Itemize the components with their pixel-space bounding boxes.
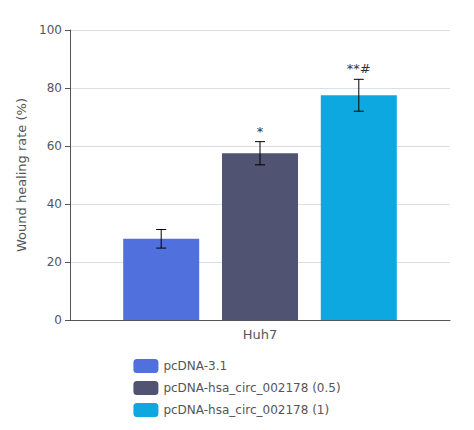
svg-text:40: 40 [47,197,62,211]
svg-text:20: 20 [47,255,62,269]
svg-text:Huh7: Huh7 [243,327,278,342]
svg-text:60: 60 [47,139,62,153]
svg-text:*: * [257,124,264,139]
svg-text:Wound healing rate (%): Wound healing rate (%) [14,98,29,252]
svg-text:**#: **# [347,61,371,76]
svg-text:80: 80 [47,81,62,95]
svg-text:0: 0 [54,313,62,327]
svg-text:pcDNA-hsa_circ_002178 (0.5): pcDNA-hsa_circ_002178 (0.5) [163,381,340,395]
svg-text:100: 100 [39,23,62,37]
svg-text:pcDNA-hsa_circ_002178 (1): pcDNA-hsa_circ_002178 (1) [163,403,329,417]
svg-text:pcDNA-3.1: pcDNA-3.1 [163,359,227,373]
